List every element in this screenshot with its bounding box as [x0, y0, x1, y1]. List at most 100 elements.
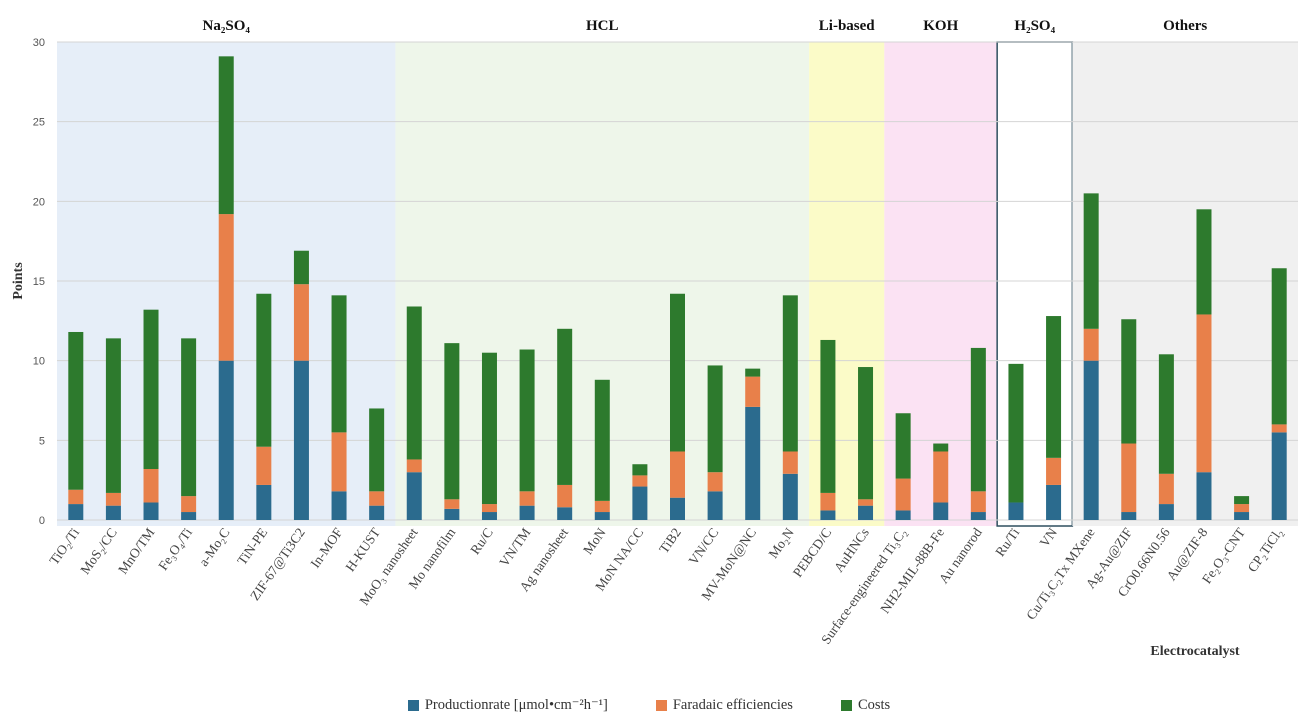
bar-segment-costs — [632, 464, 648, 476]
bar-segment-production — [481, 512, 497, 520]
bar-segment-faradaic — [858, 499, 874, 506]
bar-segment-production — [331, 491, 347, 520]
bar-segment-costs — [1083, 193, 1099, 329]
bar-segment-costs — [256, 293, 272, 447]
category-label: TiB2 — [656, 525, 684, 556]
legend-label: Costs — [857, 697, 891, 713]
bar-segment-costs — [369, 408, 385, 492]
bar-segment-production — [895, 510, 911, 520]
group-band — [809, 42, 885, 526]
bar-segment-production — [369, 505, 385, 520]
bar-segment-production — [1083, 360, 1099, 520]
x-axis-label: Electrocatalyst — [1150, 644, 1239, 659]
category-label: Fe₃O₄/Ti — [155, 525, 195, 573]
bar-segment-faradaic — [632, 475, 648, 487]
bar-segment-costs — [745, 368, 761, 377]
bar-segment-production — [1196, 472, 1212, 520]
bar-segment-faradaic — [143, 469, 159, 503]
bar-segment-faradaic — [68, 489, 84, 505]
bar-segment-production — [105, 505, 121, 520]
bar-segment-faradaic — [369, 491, 385, 506]
bar-segment-production — [933, 502, 949, 520]
bar-segment-production — [218, 360, 234, 520]
y-tick-label: 5 — [39, 435, 45, 447]
bar-segment-costs — [218, 56, 234, 215]
bar-segment-costs — [519, 349, 535, 492]
bar-segment-faradaic — [707, 472, 723, 492]
bar-segment-faradaic — [594, 500, 610, 513]
category-label: TiN-PE — [234, 525, 270, 568]
group-header: KOH — [923, 18, 958, 34]
bar-segment-production — [1008, 502, 1024, 520]
bar-segment-costs — [105, 338, 121, 493]
bar-segment-production — [670, 497, 685, 520]
bar-segment-faradaic — [1196, 314, 1212, 473]
bar-segment-production — [858, 505, 874, 520]
bar-segment-production — [293, 360, 309, 520]
bar-segment-faradaic — [1234, 504, 1250, 513]
bar-segment-costs — [782, 295, 798, 452]
legend-label: Productionrate [μmol•cm⁻²h⁻¹] — [424, 697, 608, 713]
bar-segment-faradaic — [670, 451, 685, 498]
category-label: PEBCD/C — [790, 525, 835, 580]
category-label: Ru/Ti — [992, 525, 1022, 559]
bar-segment-costs — [1121, 319, 1137, 444]
bar-segment-costs — [143, 309, 159, 470]
bar-segment-production — [519, 505, 535, 520]
bar-segment-faradaic — [293, 284, 309, 361]
bar-segment-production — [1158, 504, 1174, 520]
bar-segment-production — [782, 473, 798, 520]
bar-segment-costs — [707, 365, 723, 473]
bar-segment-faradaic — [782, 451, 798, 474]
category-label: CP₂TiCl₂ — [1245, 525, 1286, 575]
category-label: VN — [1037, 525, 1061, 550]
legend-swatch — [407, 700, 419, 711]
bar-segment-production — [1234, 512, 1250, 520]
legend-label: Faradaic efficiencies — [672, 697, 793, 713]
bar-segment-production — [256, 484, 272, 520]
bar-segment-production — [1271, 432, 1287, 520]
bars — [68, 56, 1287, 520]
bar-segment-production — [632, 486, 648, 520]
category-label: In-MOF — [307, 525, 345, 571]
bar-segment-costs — [481, 352, 497, 505]
bar-segment-costs — [331, 295, 347, 433]
bar-segment-production — [406, 472, 422, 520]
bar-segment-costs — [68, 331, 84, 490]
bar-segment-costs — [895, 413, 911, 479]
bar-segment-faradaic — [218, 214, 234, 361]
category-label: H-KUST — [342, 525, 383, 575]
category-label: TiO₂/Ti — [46, 525, 82, 568]
bar-segment-faradaic — [444, 499, 460, 509]
y-axis-label: Points — [11, 262, 26, 300]
bar-segment-faradaic — [895, 478, 911, 511]
y-tick-label: 10 — [33, 356, 45, 368]
group-band — [996, 41, 1074, 527]
bar-segment-faradaic — [1083, 328, 1099, 361]
group-band — [1072, 42, 1298, 526]
category-label: VN/CC — [686, 525, 722, 567]
bar-segment-costs — [1271, 268, 1287, 425]
bar-segment-faradaic — [1158, 473, 1174, 505]
bar-segment-costs — [1234, 496, 1250, 505]
y-tick-label: 25 — [33, 117, 45, 129]
y-tick-label: 15 — [33, 276, 45, 288]
legend-item-production: Productionrate [μmol•cm⁻²h⁻¹] — [407, 697, 608, 714]
category-label: MoN — [580, 525, 609, 557]
bar-segment-faradaic — [820, 492, 836, 511]
category-label: a-Mo₂C — [196, 525, 233, 569]
bar-segment-production — [557, 507, 573, 520]
group-header: HCL — [586, 18, 619, 34]
legend-swatch — [655, 700, 667, 711]
legend-item-faradaic: Faradaic efficiencies — [655, 697, 793, 714]
bar-segment-costs — [1158, 354, 1174, 474]
bar-segment-production — [707, 491, 723, 520]
category-label: Ru/C — [467, 525, 496, 557]
bar-segment-production — [444, 508, 460, 520]
bar-segment-production — [1121, 512, 1137, 520]
bar-segment-costs — [1196, 209, 1212, 315]
bar-segment-costs — [820, 339, 836, 493]
bar-segment-faradaic — [256, 446, 272, 485]
